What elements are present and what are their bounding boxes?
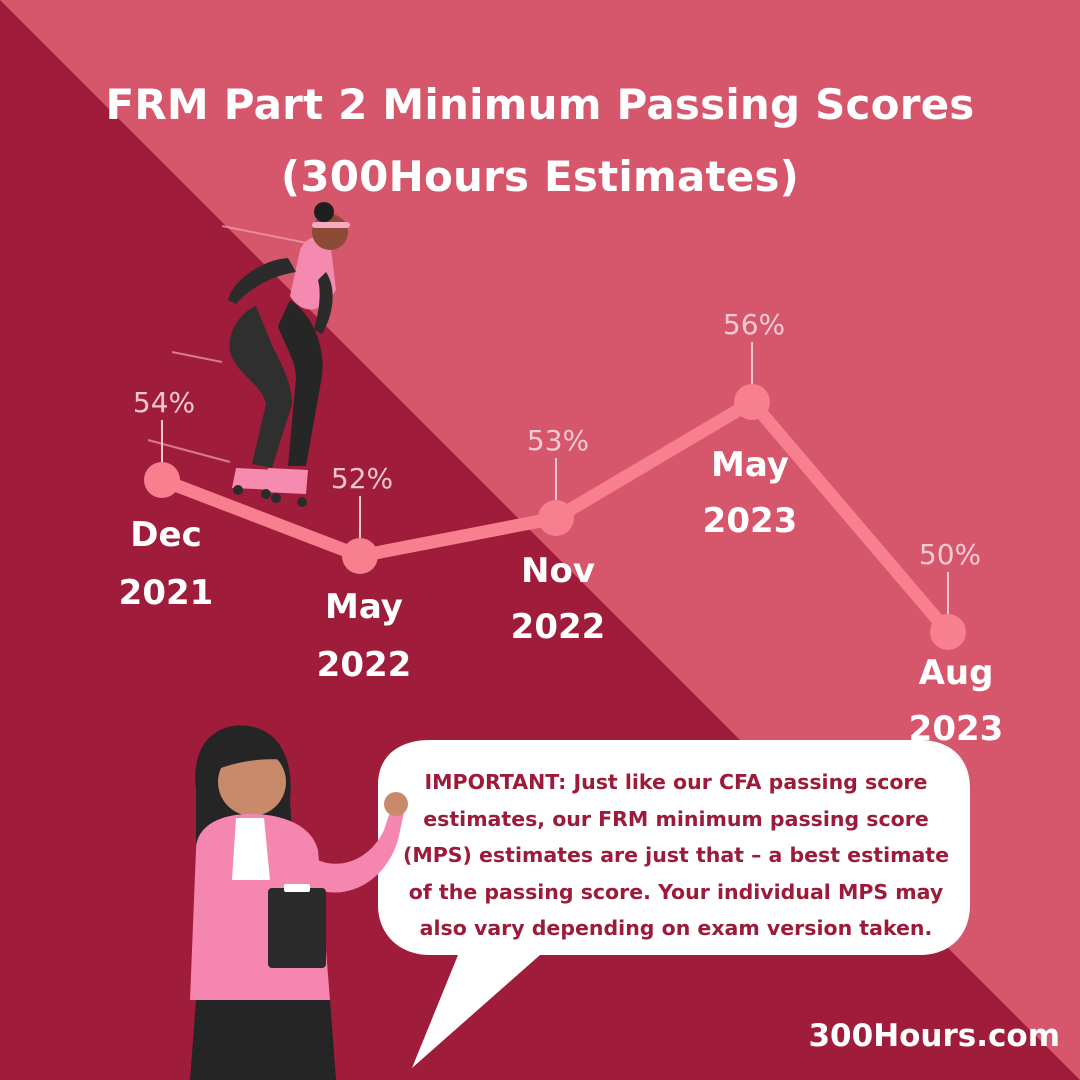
category-label-line-2: 2022	[317, 645, 412, 685]
data-point	[144, 462, 180, 498]
category-label-line-1: Nov	[521, 551, 595, 591]
chart-title-line-2: (300Hours Estimates)	[280, 152, 800, 201]
disclaimer-note: IMPORTANT: Just like our CFA passing sco…	[402, 770, 950, 940]
value-label: 53%	[527, 424, 589, 457]
value-label: 56%	[723, 308, 785, 341]
brand-website[interactable]: 300Hours.com	[808, 1018, 1060, 1054]
value-label: 50%	[919, 538, 981, 571]
data-point	[734, 384, 770, 420]
category-label-line-2: 2022	[511, 607, 606, 647]
chart-title-line-1: FRM Part 2 Minimum Passing Scores	[105, 80, 975, 129]
data-point	[342, 538, 378, 574]
data-point	[930, 614, 966, 650]
category-label-line-1: May	[325, 587, 403, 627]
data-point	[538, 500, 574, 536]
category-label-line-1: May	[711, 445, 789, 485]
category-label-line-1: Aug	[919, 653, 994, 693]
category-label-line-1: Dec	[130, 515, 201, 555]
value-label: 54%	[133, 386, 195, 419]
category-label-line-2: 2023	[909, 709, 1004, 749]
category-label-line-2: 2023	[703, 501, 798, 541]
value-label: 52%	[331, 462, 393, 495]
category-label-line-2: 2021	[119, 573, 214, 613]
